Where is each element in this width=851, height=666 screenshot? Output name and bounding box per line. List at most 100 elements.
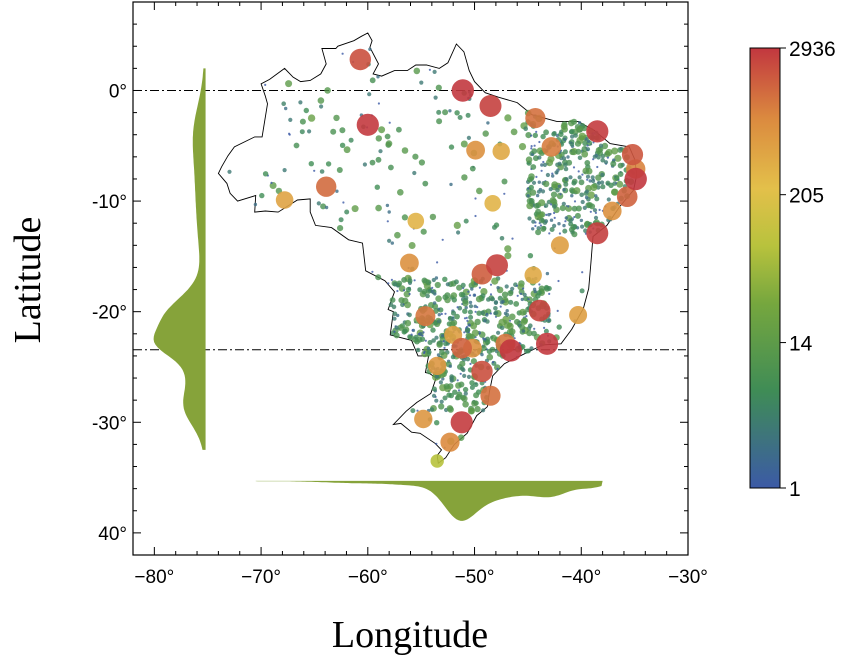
small-dot	[425, 279, 432, 286]
y-axis-label: Latitude	[7, 217, 49, 344]
small-dot	[540, 225, 547, 232]
small-dot	[578, 179, 585, 186]
small-dot	[569, 128, 575, 135]
small-dot	[535, 208, 542, 215]
small-dot	[317, 97, 325, 104]
data-point	[486, 254, 508, 277]
small-dot	[543, 328, 549, 334]
small-dot	[448, 364, 452, 368]
small-dot	[436, 319, 442, 324]
small-dot	[378, 149, 383, 154]
small-dot	[412, 170, 417, 176]
small-dot	[563, 162, 568, 167]
small-dot	[428, 68, 431, 71]
small-dot	[469, 362, 472, 365]
small-dot	[496, 367, 499, 370]
small-dot	[431, 338, 436, 343]
small-dot	[325, 161, 332, 167]
small-dot	[515, 284, 519, 287]
small-dot	[491, 277, 499, 285]
small-dot	[530, 164, 537, 170]
small-dot	[411, 329, 414, 332]
small-dot	[386, 220, 389, 223]
small-dot	[617, 171, 624, 178]
small-dot	[449, 374, 454, 379]
small-dot	[408, 242, 416, 249]
colorbar-tick-label: 2936	[789, 38, 836, 61]
small-dot	[503, 192, 506, 195]
small-dot	[564, 220, 567, 223]
small-dot	[534, 224, 537, 228]
small-dot	[285, 80, 293, 88]
small-dot	[456, 306, 459, 309]
small-dot	[593, 215, 599, 220]
latitude-marginal-density	[153, 68, 206, 450]
small-dot	[513, 301, 520, 307]
small-dot	[465, 316, 468, 319]
small-dot	[433, 95, 438, 100]
small-dot	[374, 184, 380, 190]
colorbar-bar	[749, 47, 781, 489]
small-dot	[532, 132, 538, 139]
small-dot	[468, 314, 474, 320]
small-dot	[561, 125, 568, 133]
small-dot	[557, 161, 562, 166]
small-dot	[527, 253, 534, 259]
small-dot	[490, 296, 496, 302]
small-dot	[457, 434, 465, 442]
small-dot	[525, 132, 532, 139]
small-dot	[569, 142, 575, 147]
small-dot	[509, 313, 516, 321]
small-dot	[330, 128, 337, 135]
small-dot	[565, 205, 573, 212]
small-dot	[362, 162, 367, 167]
small-dot	[581, 271, 584, 274]
data-point	[602, 201, 622, 221]
small-dot	[559, 193, 562, 196]
small-dot	[481, 408, 486, 413]
small-dot	[580, 224, 585, 229]
small-dot	[489, 283, 493, 286]
small-dot	[348, 137, 354, 143]
small-dot	[434, 281, 441, 289]
small-dot	[368, 47, 372, 51]
small-dot	[547, 318, 551, 323]
small-dot	[567, 205, 570, 208]
small-dot	[576, 125, 584, 133]
small-dot	[389, 297, 396, 303]
small-dot	[467, 290, 470, 293]
small-dot	[462, 401, 469, 408]
small-dot	[375, 156, 382, 163]
small-dot	[410, 333, 413, 336]
small-dot	[587, 191, 595, 199]
small-dot	[375, 274, 382, 281]
small-dot	[440, 312, 443, 316]
small-dot	[554, 170, 559, 175]
small-dot	[552, 223, 557, 228]
small-dot	[550, 191, 558, 198]
small-dot	[573, 133, 578, 138]
small-dot	[465, 327, 471, 333]
colorbar-tick-label: 1	[789, 478, 801, 501]
small-dot	[474, 310, 477, 313]
small-dot	[559, 205, 566, 212]
small-dot	[439, 399, 444, 404]
small-dot	[308, 161, 314, 167]
small-dot	[570, 118, 578, 125]
small-dot	[519, 324, 526, 331]
small-dot	[450, 316, 455, 321]
small-dot	[371, 270, 374, 273]
small-dot	[313, 169, 316, 172]
small-dot	[589, 203, 596, 210]
small-dot	[394, 325, 399, 330]
small-dot	[525, 348, 531, 354]
small-dot	[424, 339, 427, 342]
small-dot	[531, 219, 536, 224]
data-point	[275, 191, 294, 209]
small-dot	[592, 154, 597, 159]
small-dot	[575, 205, 582, 212]
small-dot	[454, 110, 460, 116]
small-dot	[572, 166, 576, 169]
small-dot	[337, 225, 344, 232]
data-point	[316, 176, 337, 197]
